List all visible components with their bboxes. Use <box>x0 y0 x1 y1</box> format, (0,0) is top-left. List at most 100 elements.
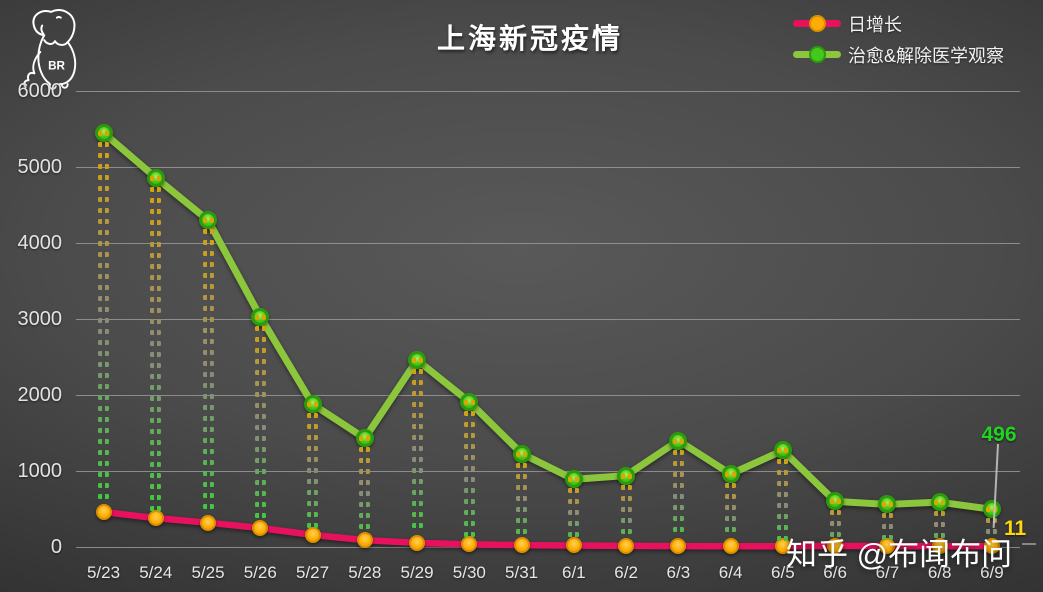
x-tick-label: 5/24 <box>139 563 173 582</box>
highlow-dash <box>777 492 789 498</box>
highlow-dash <box>98 273 109 279</box>
highlow-dash <box>150 395 162 401</box>
highlow-dash <box>516 473 528 479</box>
highlow-dash <box>463 454 475 460</box>
highlow-dash <box>307 468 319 474</box>
highlow-dash <box>150 494 162 500</box>
cured-data-point <box>982 500 1001 519</box>
highlow-dash <box>725 494 737 500</box>
x-tick-label: 5/30 <box>452 563 486 582</box>
highlow-dash <box>463 520 475 526</box>
highlow-dash <box>725 516 737 522</box>
highlow-dash <box>516 451 528 457</box>
highlow-dash <box>202 273 214 279</box>
highlow-dash <box>463 498 475 504</box>
highlow-dash <box>254 512 266 518</box>
highlow-dash <box>359 458 371 464</box>
highlow-dash <box>150 461 162 467</box>
highlow-dash <box>516 495 528 501</box>
daily-series-line <box>100 508 996 550</box>
highlow-dash <box>516 462 528 468</box>
highlow-dash <box>411 512 423 518</box>
highlow-dash <box>202 460 214 466</box>
highlow-dash <box>202 328 214 334</box>
daily-data-point <box>409 534 426 551</box>
highlow-dash <box>254 347 266 353</box>
parrot-foot-left <box>48 83 57 90</box>
highlow-dash <box>463 432 475 438</box>
y-tick-label: 5000 <box>17 156 63 178</box>
highlow-dash <box>463 487 475 493</box>
highlow-dash <box>202 405 214 411</box>
y-gridline <box>76 167 1020 168</box>
highlow-dash <box>202 295 214 301</box>
daily-data-point <box>670 538 687 555</box>
highlow-dash <box>672 438 684 444</box>
highlow-dash <box>98 218 109 224</box>
highlow-dash <box>150 197 162 203</box>
highlow-dash <box>411 523 423 529</box>
highlow-dash <box>307 446 319 452</box>
x-tick-label: 5/31 <box>505 563 539 582</box>
highlow-dash <box>98 372 109 378</box>
highlow-dash <box>307 402 319 408</box>
highlow-dash <box>463 421 475 427</box>
y-tick-label: 2000 <box>17 384 63 406</box>
x-tick-label: 6/5 <box>771 563 795 582</box>
highlow-dash <box>98 471 109 477</box>
highlow-dash <box>672 515 684 521</box>
daily-data-point <box>827 537 844 554</box>
highlow-dash <box>254 424 266 430</box>
highlow-dash <box>777 459 789 465</box>
cured-data-point <box>146 168 165 187</box>
highlow-dash <box>307 512 319 518</box>
cured-data-point <box>773 441 792 460</box>
watermark: 知乎 @布闻布问 <box>786 537 1013 572</box>
highlow-dash <box>98 163 109 169</box>
highlow-dash <box>672 526 684 532</box>
highlow-dash <box>254 490 266 496</box>
cured-data-point <box>303 395 322 414</box>
highlow-dash <box>150 175 162 181</box>
highlow-dash <box>829 521 841 527</box>
daily-data-point <box>774 538 791 555</box>
cured-data-point <box>460 392 479 411</box>
highlow-dash <box>150 296 162 302</box>
highlow-dash <box>98 130 109 136</box>
y-gridline <box>76 471 1020 472</box>
highlow-dash <box>98 482 109 488</box>
y-gridline <box>76 91 1020 92</box>
highlow-dash <box>202 251 214 257</box>
highlow-dash <box>411 391 423 397</box>
highlow-dash <box>777 536 789 542</box>
highlow-dash <box>568 510 580 516</box>
daily-data-point <box>461 536 478 553</box>
highlow-dash <box>934 533 946 539</box>
highlow-dash <box>359 524 371 530</box>
highlow-dash <box>620 484 632 490</box>
highlow-dash <box>934 522 946 528</box>
daily-data-point <box>200 514 217 531</box>
highlow-dash <box>307 501 319 507</box>
highlow-dash <box>202 306 214 312</box>
cured-data-point <box>721 465 740 484</box>
highlow-dash <box>359 502 371 508</box>
highlow-dash <box>672 471 684 477</box>
highlow-dash <box>150 428 162 434</box>
daily-data-point <box>147 510 164 527</box>
daily-data-point <box>879 538 896 555</box>
daily-data-point <box>722 538 739 555</box>
highlow-dash <box>98 449 109 455</box>
highlow-dash <box>150 208 162 214</box>
highlow-dash <box>254 501 266 507</box>
highlow-dash <box>307 424 319 430</box>
highlow-dash <box>202 482 214 488</box>
highlow-dash <box>777 503 789 509</box>
highlow-dash <box>359 480 371 486</box>
parrot-beak <box>32 10 53 37</box>
highlow-dash <box>98 152 109 158</box>
highlow-dash <box>150 252 162 258</box>
highlow-dash <box>98 383 109 389</box>
legend-item-cured: 治愈&解除医学观察 <box>793 39 1004 70</box>
highlow-dash <box>98 207 109 213</box>
